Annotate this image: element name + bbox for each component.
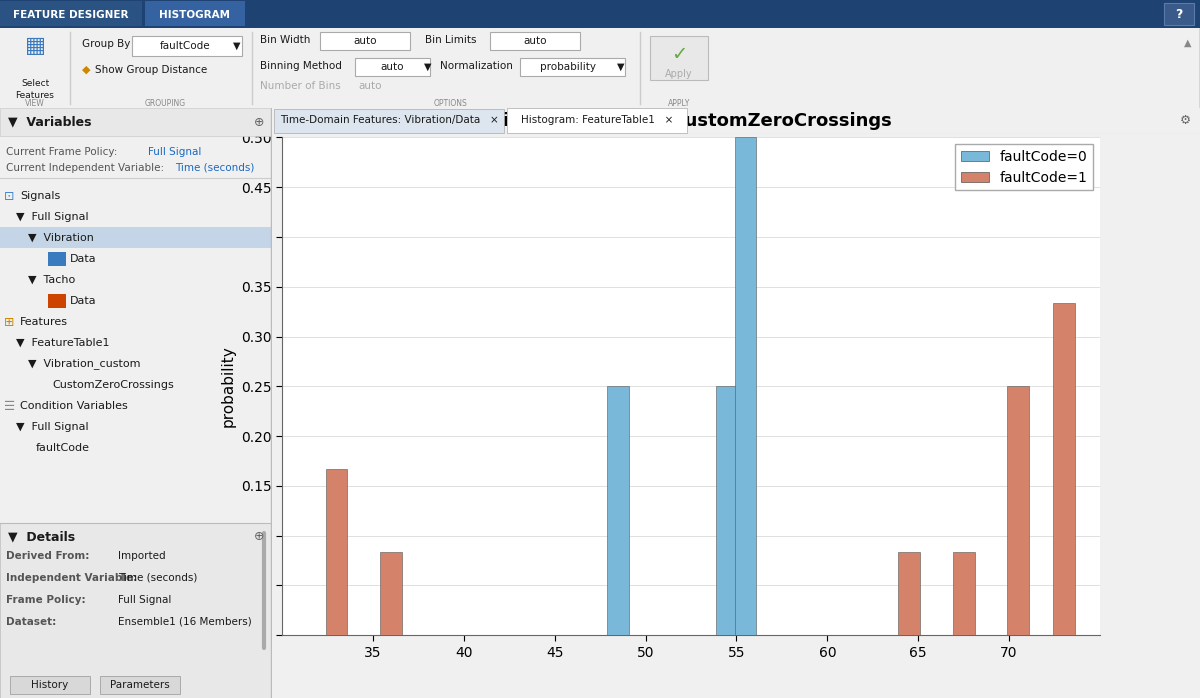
Text: ✓: ✓ xyxy=(671,45,688,64)
Text: ⊕: ⊕ xyxy=(254,530,264,544)
Text: Apply: Apply xyxy=(665,69,692,79)
Text: auto: auto xyxy=(380,62,403,72)
Text: faultCode: faultCode xyxy=(36,443,90,453)
Text: Parameters: Parameters xyxy=(110,680,170,690)
Text: ▼  Variables: ▼ Variables xyxy=(8,115,91,128)
Text: ▦: ▦ xyxy=(24,36,46,56)
Bar xyxy=(734,138,756,635)
Text: Number of Bins: Number of Bins xyxy=(260,81,341,91)
Bar xyxy=(0,0,1200,28)
Bar xyxy=(320,32,410,50)
Text: Time (seconds): Time (seconds) xyxy=(175,163,254,173)
Text: HISTOGRAM: HISTOGRAM xyxy=(160,10,230,20)
Text: GROUPING: GROUPING xyxy=(144,100,186,108)
Text: ▼  Full Signal: ▼ Full Signal xyxy=(16,422,89,432)
Text: APPLY: APPLY xyxy=(668,100,690,108)
Text: ⚙: ⚙ xyxy=(1180,114,1190,126)
Bar xyxy=(0,1,142,26)
Text: Data: Data xyxy=(70,254,97,264)
Legend: faultCode=0, faultCode=1: faultCode=0, faultCode=1 xyxy=(955,144,1093,191)
Text: ▼: ▼ xyxy=(617,62,625,72)
Text: OPTIONS: OPTIONS xyxy=(433,100,467,108)
Text: History: History xyxy=(31,680,68,690)
Bar xyxy=(1052,304,1074,635)
Text: Full Signal: Full Signal xyxy=(148,147,202,157)
Bar xyxy=(355,58,430,76)
Bar xyxy=(520,58,625,76)
Text: Dataset:: Dataset: xyxy=(6,617,56,627)
Text: ▼  Vibration_custom: ▼ Vibration_custom xyxy=(28,359,140,369)
Bar xyxy=(48,252,66,266)
Bar xyxy=(325,469,348,635)
Text: ⊕: ⊕ xyxy=(254,115,264,128)
Text: Time (seconds): Time (seconds) xyxy=(118,573,197,583)
Text: ☰: ☰ xyxy=(4,399,16,413)
Bar xyxy=(100,676,180,694)
Bar xyxy=(0,28,1200,108)
Text: Features: Features xyxy=(16,91,54,100)
Text: Select: Select xyxy=(20,80,49,89)
Text: ▼  FeatureTable1: ▼ FeatureTable1 xyxy=(16,338,109,348)
Text: probability: probability xyxy=(540,62,596,72)
Bar xyxy=(274,109,504,133)
Text: Current Independent Variable:: Current Independent Variable: xyxy=(6,163,164,173)
Text: ▲: ▲ xyxy=(1184,38,1192,48)
Text: Frame Policy:: Frame Policy: xyxy=(6,595,85,605)
Text: auto: auto xyxy=(523,36,547,46)
Bar xyxy=(508,108,686,133)
Text: Bin Width: Bin Width xyxy=(260,35,311,45)
Text: Show Group Distance: Show Group Distance xyxy=(95,65,208,75)
Bar xyxy=(48,294,66,308)
Bar xyxy=(490,32,580,50)
Text: ⊞: ⊞ xyxy=(4,315,14,329)
Bar xyxy=(899,552,920,635)
Text: Normalization: Normalization xyxy=(440,61,512,71)
Bar xyxy=(607,386,629,635)
Text: ▼  Details: ▼ Details xyxy=(8,530,76,544)
Bar xyxy=(10,676,90,694)
Text: ▼: ▼ xyxy=(233,41,241,51)
Text: ▼  Vibration: ▼ Vibration xyxy=(28,233,94,243)
Text: CustomZeroCrossings: CustomZeroCrossings xyxy=(52,380,174,390)
Text: Full Signal: Full Signal xyxy=(118,595,172,605)
Bar xyxy=(0,523,271,698)
Text: Binning Method: Binning Method xyxy=(260,61,342,71)
Bar xyxy=(650,36,708,80)
Text: ?: ? xyxy=(1175,8,1183,22)
Bar xyxy=(1007,386,1030,635)
Text: ▼: ▼ xyxy=(425,62,432,72)
Bar xyxy=(0,108,272,136)
Bar xyxy=(0,227,271,248)
Text: Signals: Signals xyxy=(20,191,60,201)
Bar xyxy=(132,36,242,56)
Text: Independent Variable:: Independent Variable: xyxy=(6,573,137,583)
Text: auto: auto xyxy=(353,36,377,46)
Text: Group By: Group By xyxy=(82,39,131,49)
Bar xyxy=(145,1,245,26)
Text: Histogram: FeatureTable1   ×: Histogram: FeatureTable1 × xyxy=(521,115,673,125)
Text: FEATURE DESIGNER: FEATURE DESIGNER xyxy=(13,10,128,20)
Text: Current Frame Policy:: Current Frame Policy: xyxy=(6,147,118,157)
Text: Bin Limits: Bin Limits xyxy=(425,35,476,45)
Title: Vibration_custom/CustomZeroCrossings: Vibration_custom/CustomZeroCrossings xyxy=(490,112,893,131)
Text: Time-Domain Features: Vibration/Data   ×: Time-Domain Features: Vibration/Data × xyxy=(280,115,498,125)
Text: ▼  Tacho: ▼ Tacho xyxy=(28,275,76,285)
Bar xyxy=(380,552,402,635)
Text: Derived From:: Derived From: xyxy=(6,551,89,561)
Text: VIEW: VIEW xyxy=(25,100,44,108)
Bar xyxy=(1164,3,1194,25)
Text: Ensemble1 (16 Members): Ensemble1 (16 Members) xyxy=(118,617,252,627)
Text: faultCode: faultCode xyxy=(160,41,210,51)
Text: Features: Features xyxy=(20,317,68,327)
Text: Condition Variables: Condition Variables xyxy=(20,401,127,411)
Text: Data: Data xyxy=(70,296,97,306)
Text: Imported: Imported xyxy=(118,551,166,561)
Text: ◆: ◆ xyxy=(82,65,90,75)
Text: ▼  Full Signal: ▼ Full Signal xyxy=(16,212,89,222)
Bar xyxy=(716,386,738,635)
Bar xyxy=(953,552,974,635)
Text: ⊡: ⊡ xyxy=(4,189,14,202)
Text: auto: auto xyxy=(358,81,382,91)
Y-axis label: probability: probability xyxy=(221,346,235,427)
